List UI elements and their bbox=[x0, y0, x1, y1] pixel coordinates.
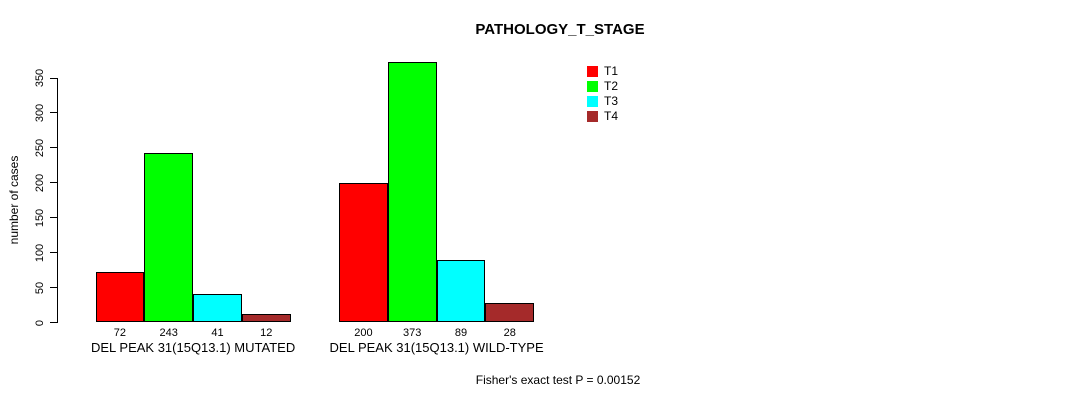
y-axis-label: number of cases bbox=[7, 155, 21, 245]
y-tick-mark bbox=[50, 287, 58, 289]
legend-item-t3: T3 bbox=[587, 94, 618, 109]
bar-t1-group1 bbox=[95, 272, 145, 323]
legend-swatch-t3 bbox=[587, 96, 598, 107]
group-label: DEL PEAK 31(15Q13.1) MUTATED bbox=[90, 340, 296, 355]
legend-label: T3 bbox=[604, 94, 619, 108]
legend-label: T1 bbox=[604, 64, 619, 78]
bar-value-label: 72 bbox=[113, 327, 127, 339]
y-axis-line bbox=[57, 78, 58, 323]
y-tick-label: 350 bbox=[34, 68, 46, 88]
bar-t4-group1 bbox=[241, 314, 291, 323]
bar-t2-group1 bbox=[144, 152, 194, 323]
bar-t2-group2 bbox=[387, 61, 437, 323]
y-tick-label: 250 bbox=[34, 138, 46, 158]
y-tick-label: 150 bbox=[34, 208, 46, 227]
y-tick-mark bbox=[50, 112, 58, 114]
bar-t3-group2 bbox=[436, 260, 486, 323]
bar-value-label: 200 bbox=[354, 327, 373, 339]
bar-value-label: 373 bbox=[403, 327, 422, 339]
legend-item-t2: T2 bbox=[587, 79, 618, 94]
bar-t3-group1 bbox=[193, 293, 242, 323]
chart-title: PATHOLOGY_T_STAGE bbox=[475, 21, 645, 38]
y-tick-mark bbox=[50, 322, 58, 323]
legend-item-t4: T4 bbox=[587, 109, 618, 124]
y-tick-mark bbox=[50, 217, 58, 219]
bar-value-label: 89 bbox=[454, 327, 468, 339]
y-tick-label: 50 bbox=[34, 281, 46, 294]
legend-item-t1: T1 bbox=[587, 64, 618, 79]
bar-value-label: 12 bbox=[260, 327, 273, 339]
bar-value-label: 41 bbox=[211, 327, 224, 339]
bar-value-label: 28 bbox=[503, 327, 516, 339]
footer-annotation: Fisher's exact test P = 0.00152 bbox=[475, 373, 641, 387]
legend-swatch-t1 bbox=[587, 66, 598, 77]
bar-t1-group2 bbox=[339, 182, 388, 323]
legend-swatch-t4 bbox=[587, 111, 598, 122]
y-tick-label: 0 bbox=[34, 319, 46, 326]
legend: T1 T2 T3 T4 bbox=[587, 64, 618, 124]
group-label: DEL PEAK 31(15Q13.1) WILD-TYPE bbox=[329, 340, 544, 355]
y-tick-mark bbox=[50, 147, 58, 149]
bar-t4-group2 bbox=[485, 302, 535, 323]
y-tick-mark bbox=[50, 182, 58, 184]
legend-label: T4 bbox=[604, 109, 619, 123]
bar-value-label: 243 bbox=[159, 327, 178, 339]
legend-label: T2 bbox=[604, 79, 619, 93]
legend-swatch-t2 bbox=[587, 81, 598, 92]
y-tick-label: 300 bbox=[34, 103, 46, 123]
y-tick-mark bbox=[50, 252, 58, 254]
y-tick-label: 100 bbox=[34, 243, 46, 262]
y-tick-mark bbox=[50, 77, 58, 79]
y-tick-label: 200 bbox=[34, 173, 46, 192]
